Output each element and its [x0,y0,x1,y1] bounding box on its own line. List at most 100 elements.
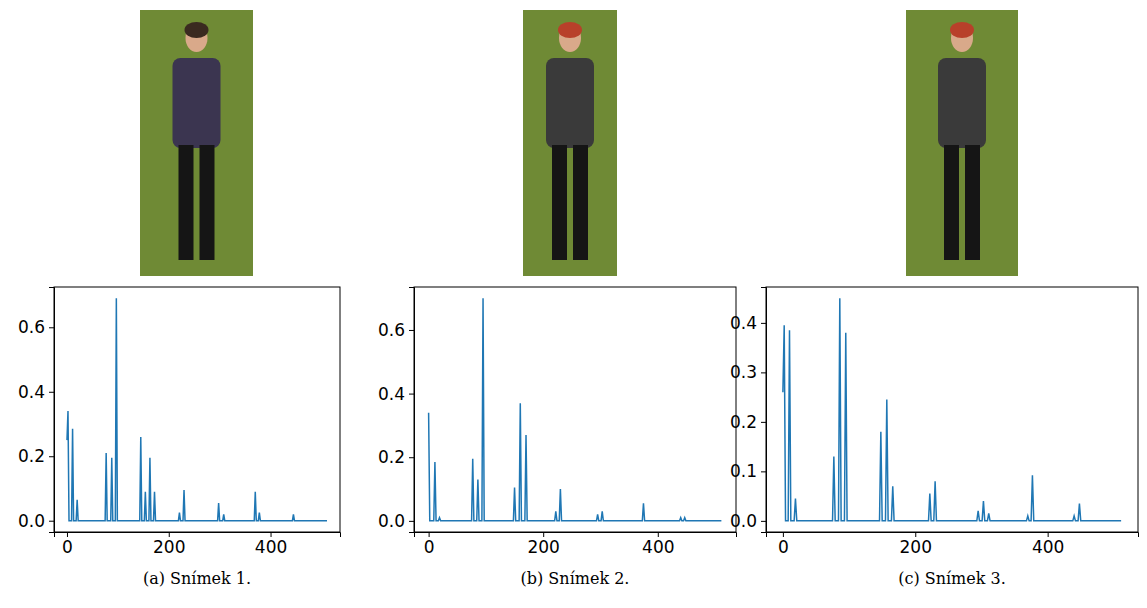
y-tick-mark [49,521,54,522]
photo-torso [546,58,594,148]
y-tick: 0.2 [18,446,54,466]
y-tick: 0.0 [730,511,766,531]
y-tick-mark [409,457,414,458]
plot-area [429,298,722,521]
x-tick: 0 [62,532,73,557]
photo-leg [573,145,588,260]
plot-frame [54,287,340,532]
x-tick-label: 200 [900,537,932,557]
y-tick-label: 0.2 [378,447,405,467]
y-tick-label: 0.4 [378,384,405,404]
photo-background [140,10,253,276]
x-tick-label: 200 [153,537,185,557]
x-tick-label: 400 [255,537,287,557]
y-tick-label: 0.3 [730,362,757,382]
y-tick: 0.2 [730,412,766,432]
y-tick-label: 0.4 [730,313,757,333]
plot-frame [766,287,1138,532]
x-axis-line [55,533,341,538]
x-tick-label: 400 [1032,537,1064,557]
x-tick-label: 400 [642,537,674,557]
chart-panel: 0 200 400 0.0 0.1 0.2 0.3 0.4 [730,287,1139,557]
y-tick-label: 0.6 [18,317,45,337]
x-tick-label: 0 [778,537,789,557]
figure: 02004000.00.20.40.6(a) Snímek 1.02004000… [0,0,1147,608]
y-tick: 0.6 [378,320,414,340]
y-tick-mark [761,323,766,324]
y-tick: 0.4 [378,384,414,404]
y-axis-line [49,288,55,533]
chart-panel: 0 200 400 0.0 0.2 0.4 0.6 [378,287,737,557]
y-tick-mark [49,327,54,328]
x-tick: 200 [527,532,559,557]
y-tick-label: 0.4 [18,382,45,402]
y-tick-mark [409,394,414,395]
plot-area [783,298,1121,521]
x-axis-line [415,533,737,538]
photo-background [523,10,617,276]
x-tick: 200 [900,532,932,557]
x-axis: 0 200 400 [415,532,737,557]
y-tick-mark [761,521,766,522]
photo-background [906,10,1018,276]
photo-leg [944,145,959,260]
x-tick: 0 [424,532,435,557]
x-tick: 400 [255,532,287,557]
y-tick-label: 0.0 [378,511,405,531]
y-tick-mark [409,330,414,331]
x-axis-line [767,533,1139,538]
x-tick: 400 [642,532,674,557]
x-axis: 0 200 400 [55,532,341,557]
series-line [67,298,327,520]
series-line [783,298,1121,521]
x-tick: 400 [1032,532,1064,557]
photo-leg [552,145,567,260]
y-tick-label: 0.2 [18,446,45,466]
photo-leg [179,145,194,260]
photo-torso [938,58,986,148]
y-tick-mark [761,422,766,423]
photo-hair [950,22,974,38]
y-tick: 0.2 [378,447,414,467]
x-axis: 0 200 400 [767,532,1139,557]
photo [140,10,253,276]
x-tick: 200 [153,532,185,557]
caption: (a) Snímek 1. [143,569,251,588]
chart-panel: 0 200 400 0.0 0.2 0.4 0.6 [18,287,341,557]
y-tick: 0.3 [730,362,766,382]
y-tick: 0.0 [18,511,54,531]
x-tick-label: 200 [527,537,559,557]
y-tick: 0.1 [730,461,766,481]
photo [906,10,1018,276]
y-axis-line [409,288,415,533]
x-tick-label: 0 [424,537,435,557]
photo [523,10,617,276]
caption: (b) Snímek 2. [521,569,630,588]
y-tick-mark [409,521,414,522]
y-axis: 0.0 0.2 0.4 0.6 [18,288,55,533]
y-tick-mark [49,456,54,457]
x-tick: 0 [778,532,789,557]
y-tick-label: 0.6 [378,320,405,340]
x-tick-label: 0 [62,537,73,557]
y-axis-line [761,288,767,533]
y-tick-label: 0.1 [730,461,757,481]
series-line [429,298,722,521]
caption: (c) Snímek 3. [898,569,1006,588]
y-tick-label: 0.0 [730,511,757,531]
y-axis: 0.0 0.2 0.4 0.6 [378,288,415,533]
y-tick: 0.4 [730,313,766,333]
y-tick: 0.4 [18,382,54,402]
photo-hair [558,22,582,38]
y-tick-mark [761,471,766,472]
y-tick-label: 0.2 [730,412,757,432]
plot-frame [414,287,736,532]
y-tick-label: 0.0 [18,511,45,531]
y-tick: 0.6 [18,317,54,337]
y-tick-mark [49,392,54,393]
y-tick-mark [761,372,766,373]
photo-torso [173,58,221,148]
photo-leg [965,145,980,260]
y-axis: 0.0 0.1 0.2 0.3 0.4 [730,288,767,533]
y-tick: 0.0 [378,511,414,531]
